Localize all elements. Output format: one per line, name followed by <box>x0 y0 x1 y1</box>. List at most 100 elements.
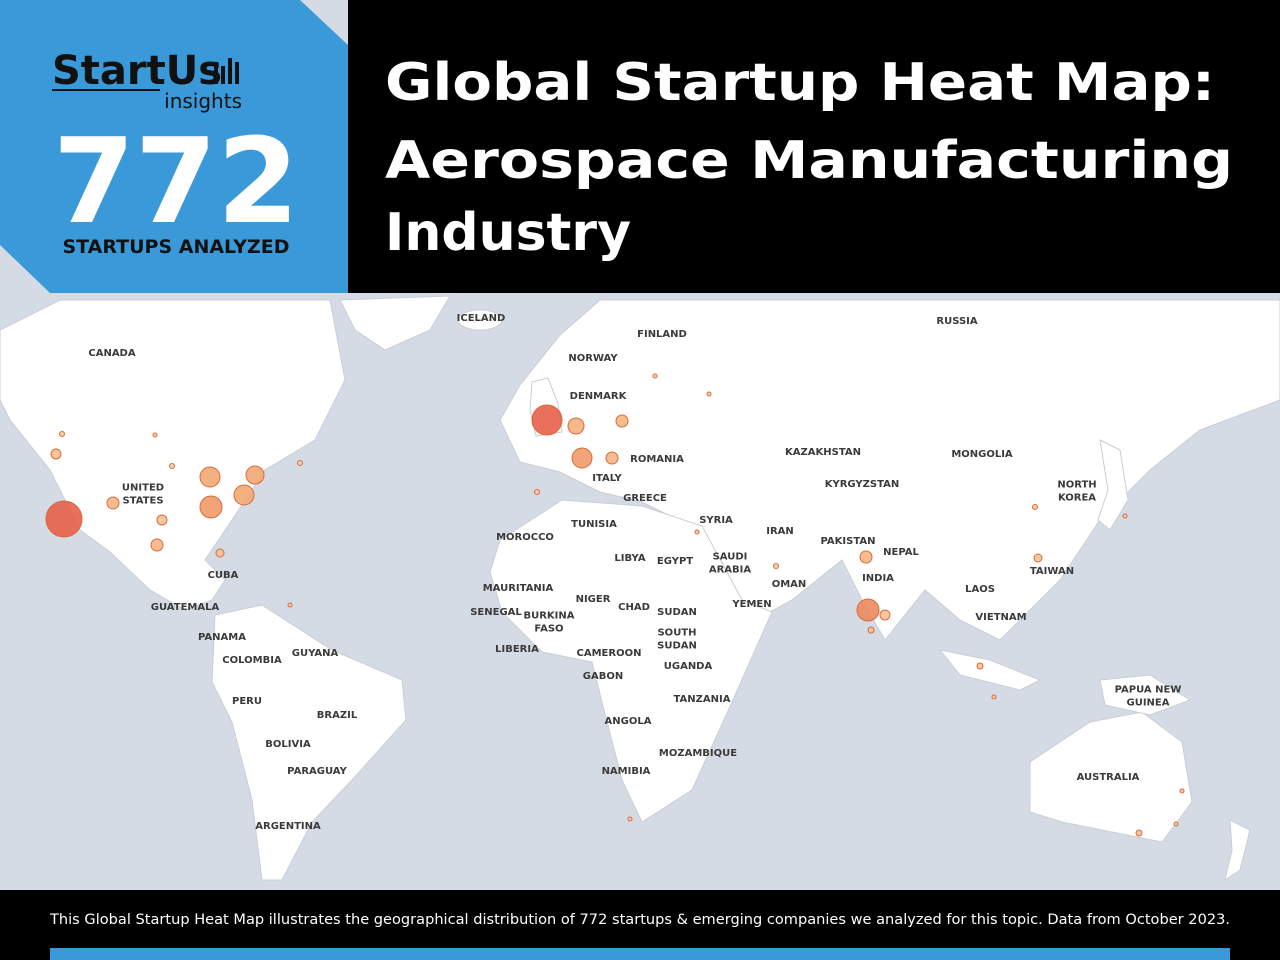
country-label: SENEGAL <box>470 607 522 618</box>
land <box>0 295 1280 882</box>
country-label: ITALY <box>592 473 622 484</box>
startup-bubble <box>45 500 83 538</box>
country-label: PARAGUAY <box>287 766 347 777</box>
logo-sub: insights <box>164 89 242 113</box>
startup-bubble <box>534 489 540 495</box>
startup-bubble <box>287 602 293 608</box>
startup-bubble <box>199 466 221 488</box>
country-label: KAZAKHSTAN <box>785 447 861 458</box>
country-label: TANZANIA <box>674 694 731 705</box>
country-label: KYRGYZSTAN <box>825 479 900 490</box>
startup-bubble <box>773 563 779 569</box>
title-band <box>348 0 1280 293</box>
country-label: CHAD <box>618 602 650 613</box>
country-label: VIETNAM <box>975 612 1026 623</box>
country-label: PAPUA NEW <box>1115 685 1182 696</box>
country-label: CUBA <box>208 570 239 581</box>
footer-bar <box>50 948 1230 960</box>
country-label: MONGOLIA <box>951 449 1013 460</box>
country-label: LAOS <box>965 584 995 595</box>
startup-bubble <box>152 432 158 438</box>
startup-bubble <box>50 448 62 460</box>
title-line: Global Startup Heat Map: <box>385 53 1215 113</box>
startup-bubble <box>859 550 873 564</box>
country-label: IRAN <box>766 526 794 537</box>
startup-bubble <box>615 414 629 428</box>
startup-bubble <box>1135 829 1143 837</box>
startup-bubble <box>245 465 265 485</box>
country-label: MAURITANIA <box>483 583 554 594</box>
map-labels: ICELAND FINLAND RUSSIA CANADA NORWAY DENMARK R… <box>88 313 1181 832</box>
country-label: NEPAL <box>883 547 919 558</box>
startup-bubble <box>976 662 984 670</box>
title-line: Aerospace Manufacturing <box>385 131 1233 191</box>
startup-bubble <box>297 460 303 466</box>
country-label: INDIA <box>862 573 894 584</box>
country-label: BURKINA <box>523 611 574 622</box>
country-label: ICELAND <box>457 313 506 324</box>
country-label: FINLAND <box>637 329 687 340</box>
country-label: BRAZIL <box>317 710 358 721</box>
country-label: YEMEN <box>731 599 771 610</box>
country-label: UNITED <box>122 483 164 494</box>
country-label: SUDAN <box>657 607 697 618</box>
country-label: ANGOLA <box>605 716 652 727</box>
country-label: NAMIBIA <box>602 766 651 777</box>
count-panel <box>0 0 348 293</box>
startup-bubble <box>59 431 65 437</box>
country-label: CAMEROON <box>577 648 642 659</box>
startup-bubble <box>150 538 164 552</box>
country-label: MOROCCO <box>496 532 554 543</box>
country-label: BOLIVIA <box>265 739 311 750</box>
country-label: MOZAMBIQUE <box>659 748 737 759</box>
country-label: OMAN <box>772 579 807 590</box>
country-label: SUDAN <box>657 641 697 652</box>
country-label: PANAMA <box>198 632 246 643</box>
startup-bubble <box>867 626 875 634</box>
country-label: DENMARK <box>570 391 628 402</box>
startup-bubble <box>233 484 255 506</box>
country-label: NIGER <box>576 594 611 605</box>
count-caption: STARTUPS ANALYZED <box>62 236 289 258</box>
startup-bubble <box>215 548 225 558</box>
country-label: GUATEMALA <box>151 602 220 613</box>
country-label: TUNISIA <box>571 519 617 530</box>
startup-bubble <box>1179 788 1185 794</box>
country-label: AUSTRALIA <box>1077 772 1140 783</box>
startup-count: 772 <box>53 112 299 250</box>
country-label: EGYPT <box>657 556 693 567</box>
startup-bubble <box>879 609 891 621</box>
startup-bubble <box>605 451 619 465</box>
startup-bubble <box>1173 821 1179 827</box>
country-label: CANADA <box>88 348 135 359</box>
logo-brand: StartUs <box>52 48 222 94</box>
country-label: PAKISTAN <box>821 536 876 547</box>
country-label: PERU <box>232 696 262 707</box>
country-label: GREECE <box>623 493 667 504</box>
country-label: UGANDA <box>664 661 713 672</box>
country-label: NORTH <box>1057 480 1096 491</box>
startup-bubble <box>106 496 120 510</box>
country-label: LIBERIA <box>495 644 539 655</box>
startup-bubble <box>571 447 593 469</box>
startup-bubble <box>156 514 168 526</box>
country-label: KOREA <box>1058 493 1096 504</box>
country-label: SAUDI <box>713 552 748 563</box>
footer-text: This Global Startup Heat Map illustrates… <box>49 912 1230 928</box>
logo-bars <box>214 58 239 84</box>
country-label: LIBYA <box>614 553 645 564</box>
startup-bubble <box>694 529 700 535</box>
startup-bubble <box>856 598 880 622</box>
country-label: RUSSIA <box>936 316 977 327</box>
startup-bubble <box>531 404 563 436</box>
country-label: SYRIA <box>699 515 733 526</box>
startup-bubble <box>627 816 633 822</box>
country-label: ROMANIA <box>630 454 684 465</box>
startup-bubble <box>567 417 585 435</box>
startup-bubble <box>1122 513 1128 519</box>
country-label: SOUTH <box>657 628 696 639</box>
country-label: GUINEA <box>1127 698 1170 709</box>
startup-bubble <box>991 694 997 700</box>
country-label: GUYANA <box>292 648 339 659</box>
